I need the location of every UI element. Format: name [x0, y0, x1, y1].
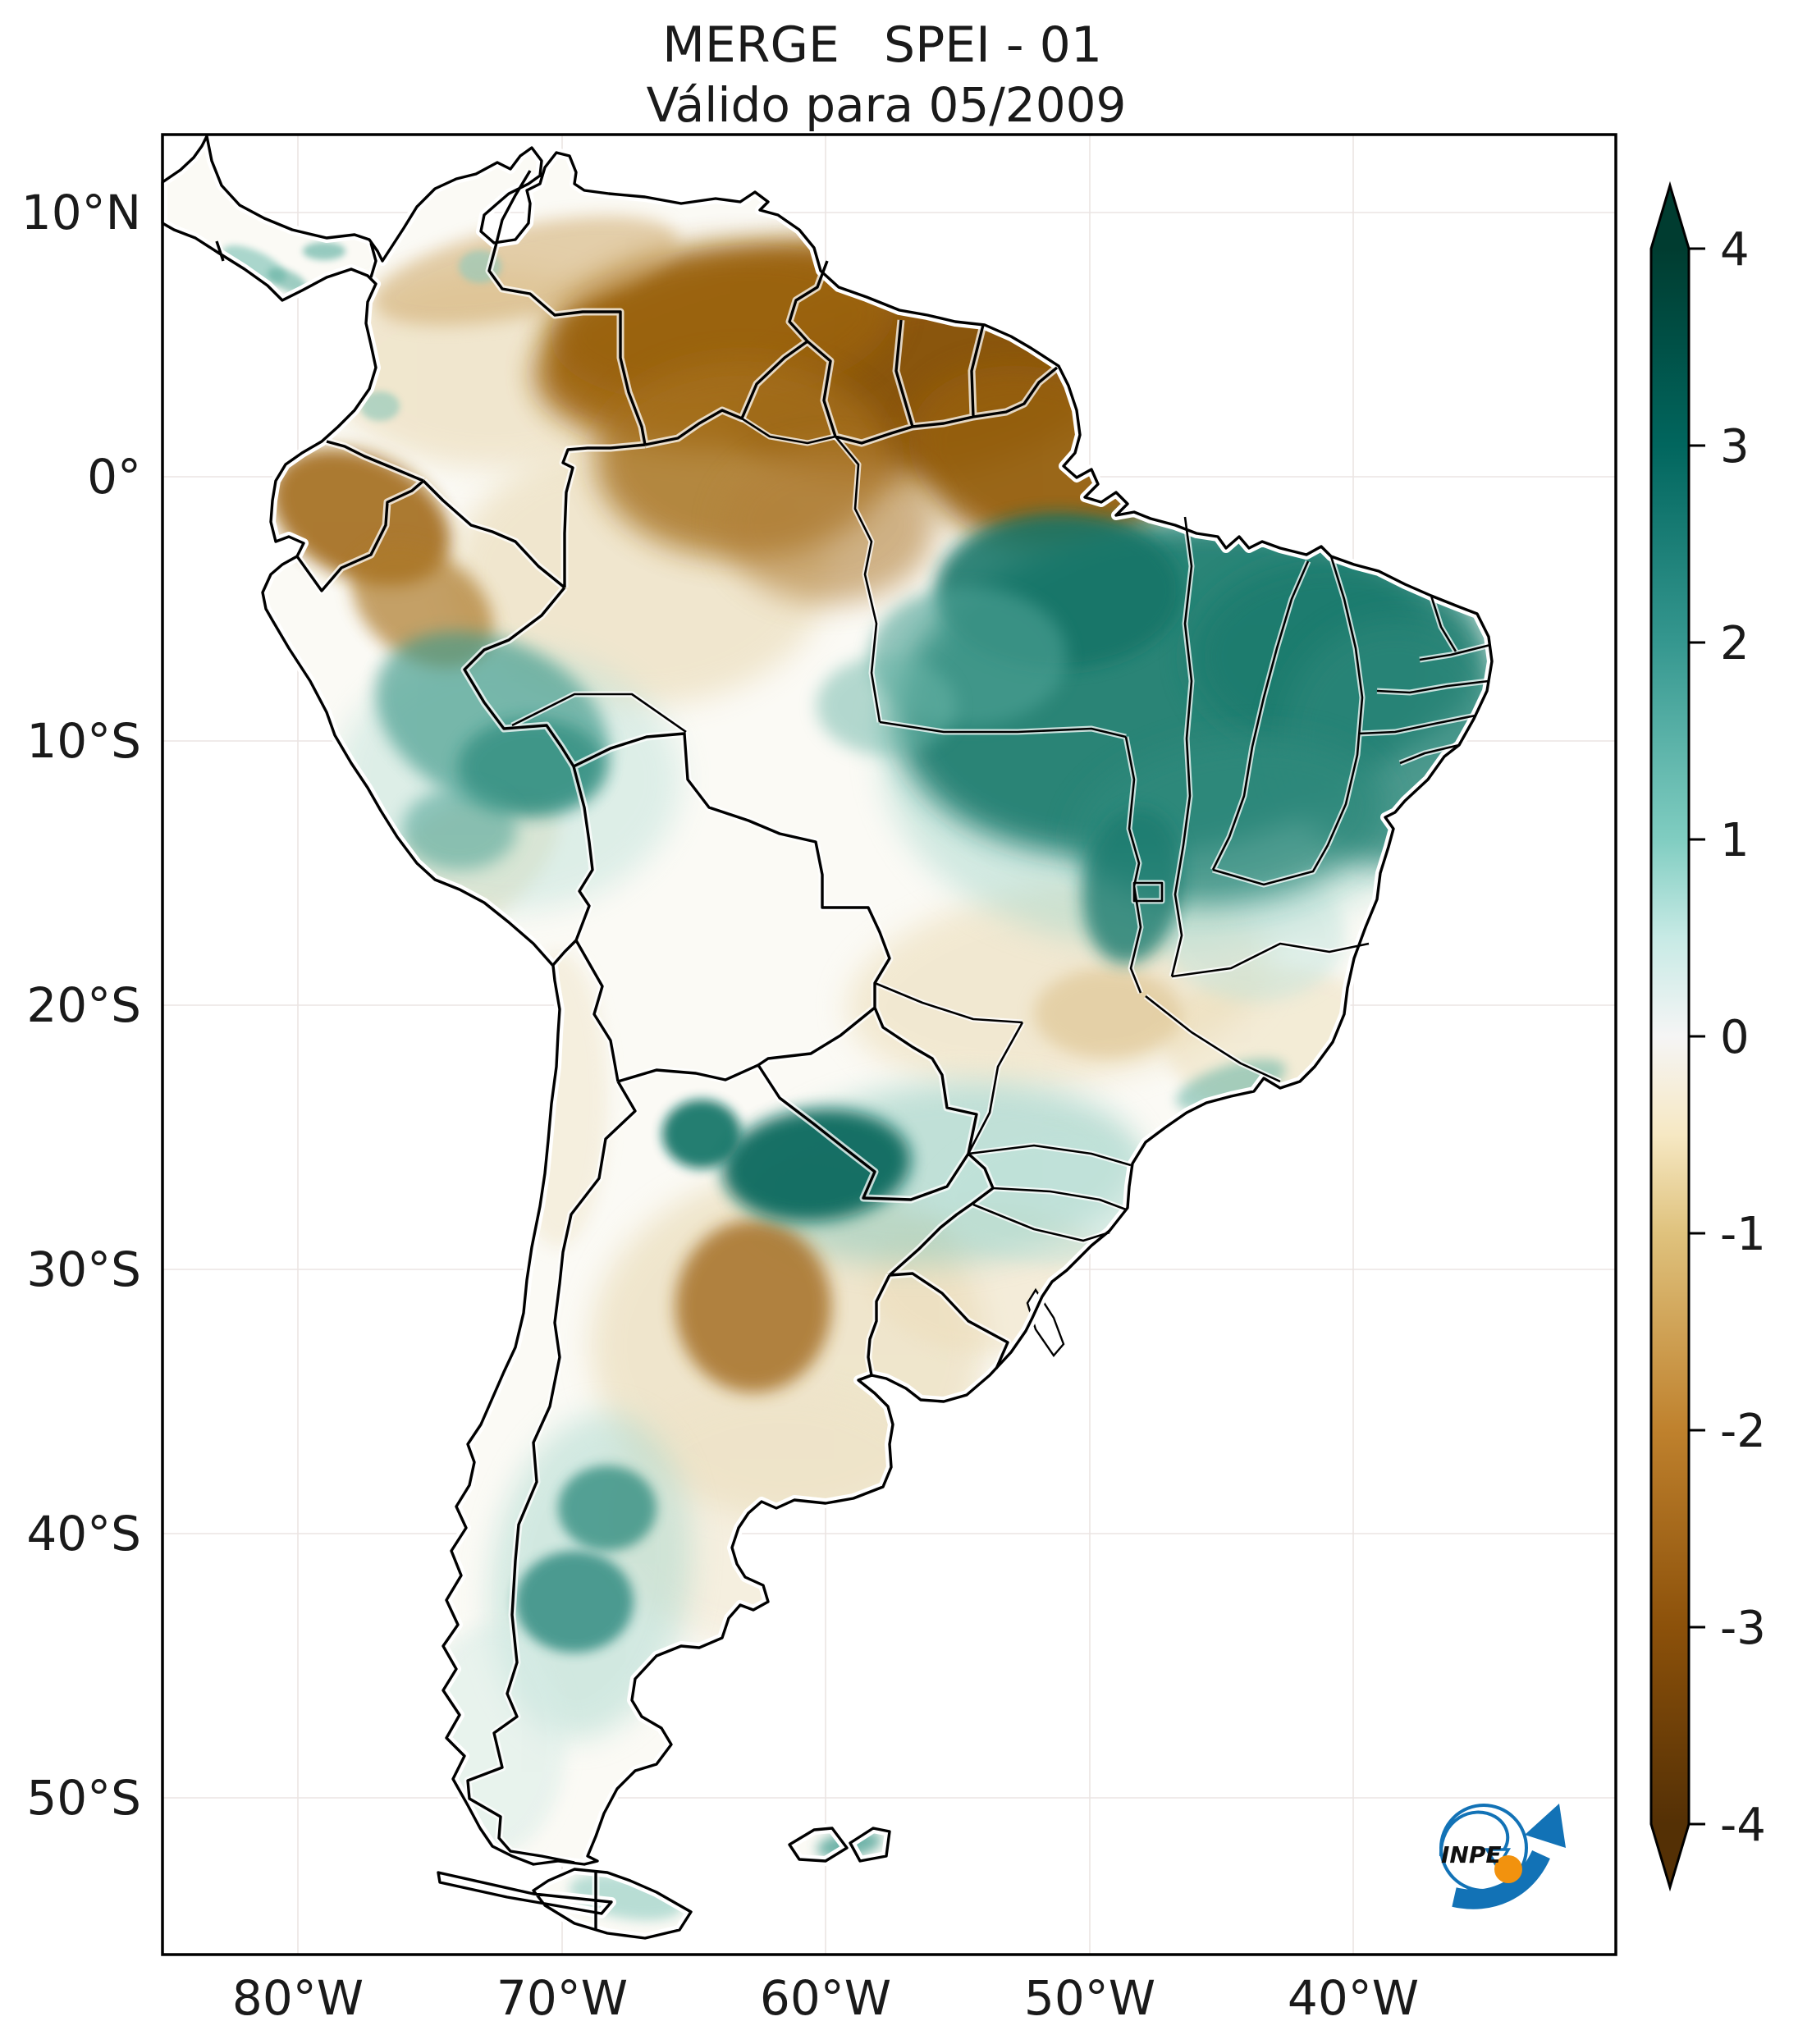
blob [550, 245, 894, 404]
colorbar-tick-marks [1689, 247, 1705, 1826]
colorbar: 4 3 2 1 0 -1 -2 -3 -4 [1649, 181, 1766, 1892]
colorbar-tick-label: 4 [1720, 223, 1750, 277]
blob [722, 447, 936, 603]
colorbar-lower-arrow [1651, 1824, 1689, 1887]
colorbar-gradient [1651, 249, 1689, 1824]
blob [458, 718, 606, 816]
latitude-tick-label: 30°S [26, 1241, 141, 1297]
latitude-tick-label: 50°S [26, 1770, 141, 1826]
blob [662, 1100, 741, 1168]
colorbar-tick-label: -1 [1720, 1208, 1766, 1261]
colorbar-tick-label: -3 [1720, 1602, 1766, 1655]
latitude-tick-label: 10°S [26, 713, 141, 769]
colorbar-tick-label: 2 [1720, 617, 1750, 670]
inpe-logo-text: INPE [1441, 1841, 1502, 1868]
figure-title-dataset: MERGE [662, 16, 840, 74]
longitude-tick-label: 80°W [232, 1970, 364, 2026]
inpe-logo-swirl-icon [1439, 1810, 1510, 1858]
figure-subtitle: Válido para 05/2009 [647, 77, 1127, 133]
colorbar-tick-label: -2 [1720, 1405, 1766, 1458]
inpe-logo-big-arrowhead-icon [1525, 1804, 1566, 1848]
inpe-logo-orange-dot-icon [1494, 1855, 1522, 1883]
blob [372, 216, 679, 326]
blob [817, 656, 956, 755]
inpe-logo: INPE [1439, 1804, 1566, 1909]
blob [402, 788, 517, 870]
longitude-tick-label: 50°W [1024, 1970, 1155, 2026]
figure-title-index: SPEI - 01 [884, 16, 1102, 74]
blob [360, 391, 400, 421]
blob [558, 1466, 657, 1551]
blob [1034, 968, 1182, 1059]
colorbar-tick-label: 1 [1720, 814, 1750, 867]
latitude-tick-label: 20°S [26, 977, 141, 1033]
blob [675, 1220, 831, 1392]
map-frame [161, 133, 1617, 1956]
longitude-tick-label: 40°W [1288, 1970, 1419, 2026]
colorbar-tick-label: -4 [1720, 1799, 1766, 1852]
colorbar-tick-label: 3 [1720, 420, 1750, 473]
blob [267, 268, 308, 294]
inpe-logo-big-arrow-icon [1452, 1850, 1550, 1909]
colorbar-upper-arrow [1651, 185, 1689, 249]
blob [303, 242, 345, 260]
longitude-tick-label: 60°W [760, 1970, 891, 2026]
latitude-tick-label: 10°N [21, 185, 141, 240]
latitude-tick-label: 40°S [26, 1506, 141, 1562]
latitude-tick-label: 0° [87, 449, 141, 505]
colorbar-tick-label: 0 [1720, 1011, 1750, 1064]
longitude-tick-label: 70°W [496, 1970, 628, 2026]
blob [515, 1551, 634, 1653]
